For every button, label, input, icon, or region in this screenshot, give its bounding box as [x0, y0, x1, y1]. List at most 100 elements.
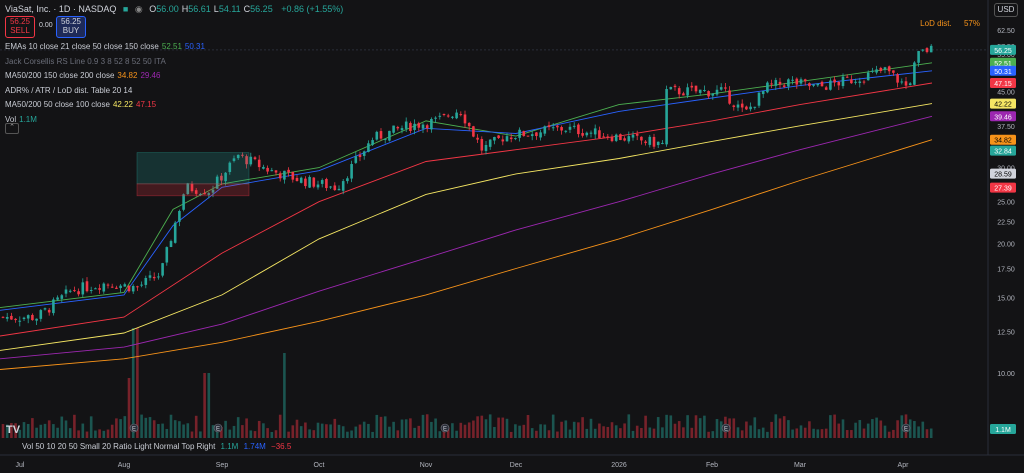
candle [917, 50, 920, 67]
volume-bar [182, 424, 185, 438]
candle [694, 85, 698, 94]
volume-bar [833, 414, 836, 438]
candle [354, 152, 358, 164]
candle [904, 76, 908, 90]
candle [892, 70, 895, 76]
candle [421, 123, 425, 134]
volume-bar [409, 418, 412, 438]
candle [757, 92, 761, 108]
candle [850, 75, 853, 84]
volume-bar [556, 431, 559, 438]
candle [602, 132, 605, 138]
volume-bar [232, 425, 236, 438]
volume-bar [845, 430, 849, 438]
candle [761, 90, 765, 98]
candle [766, 81, 769, 94]
sell-label: SELL [10, 26, 30, 35]
candle [312, 177, 316, 189]
earnings-marker[interactable]: E [440, 423, 450, 433]
candle [560, 125, 563, 135]
indicator-row[interactable]: Vol 1.1M [5, 115, 37, 124]
candle [782, 83, 786, 89]
candle [245, 154, 248, 169]
volume-bar [14, 423, 17, 438]
collapse-legend-button[interactable]: ⌃ [5, 123, 19, 134]
volume-bar [770, 421, 773, 438]
volume-bar [241, 425, 244, 438]
volume-bar [505, 418, 509, 438]
earnings-marker[interactable]: E [213, 423, 223, 433]
candle [614, 133, 618, 143]
svg-text:32.84: 32.84 [994, 149, 1012, 156]
candle [841, 73, 845, 89]
volume-bar [803, 427, 807, 438]
eye-icon[interactable]: ◉ [134, 4, 143, 14]
candle [224, 172, 227, 186]
indicator-name: Vol [5, 114, 17, 124]
candle [325, 177, 328, 191]
candle [73, 286, 76, 292]
price-label: 27.39 [990, 182, 1016, 193]
range-box[interactable] [136, 152, 250, 185]
candle [845, 74, 849, 79]
ma50-line [0, 103, 933, 351]
volume-bar [18, 429, 22, 438]
earnings-marker[interactable]: E [721, 423, 731, 433]
volume-bar [249, 430, 253, 438]
currency-selector[interactable]: USD [994, 3, 1018, 17]
volume-bar [341, 426, 345, 438]
volume-bar [236, 417, 240, 438]
indicator-row[interactable]: Jack Corsellis RS Line 0.9 3 8 52 8 52 5… [5, 57, 166, 66]
buy-button[interactable]: 56.25 BUY [56, 16, 86, 38]
volume-bar [543, 424, 547, 438]
volume-bar [661, 427, 664, 438]
volume-bar [787, 420, 790, 438]
candle [89, 286, 93, 294]
svg-text:56.25: 56.25 [994, 48, 1012, 55]
change-value: +0.86 (+1.55%) [281, 4, 344, 14]
candle [589, 130, 593, 138]
candle [703, 85, 706, 92]
candle [1, 316, 5, 319]
candle [472, 125, 475, 138]
candle [329, 186, 332, 190]
indicator-row[interactable]: MA50/200 50 close 100 close 42.22 47.15 [5, 100, 156, 109]
volume-bar [900, 415, 904, 438]
indicator-value: 29.46 [140, 71, 161, 80]
indicator-row[interactable]: MA50/200 150 close 200 close 34.82 29.46 [5, 71, 160, 80]
volume-bar [850, 430, 853, 438]
volume-bar [161, 423, 164, 438]
sell-button[interactable]: 56.25 SELL [5, 16, 35, 38]
indicator-row[interactable]: EMAs 10 close 21 close 50 close 150 clos… [5, 42, 205, 51]
volume-bar [887, 431, 891, 438]
candle [875, 65, 878, 75]
volume-bar [593, 428, 597, 438]
candle [887, 65, 891, 75]
candle [547, 121, 551, 131]
ohlc-h: H56.61 [181, 4, 211, 14]
volume-bar [589, 418, 593, 438]
volume-bar [766, 431, 769, 438]
indicator-row[interactable]: ADR% / ATR / LoD dist. Table 20 14 [5, 86, 132, 95]
volume-bar [278, 414, 282, 438]
candle [669, 86, 673, 90]
price-tick-label: 20.00 [997, 241, 1015, 248]
candle [711, 93, 715, 100]
earnings-marker[interactable]: E [129, 423, 139, 433]
candle [921, 48, 925, 52]
candle [795, 77, 799, 89]
volume-bar [392, 421, 395, 438]
candle [656, 141, 660, 149]
volume-bar [896, 420, 899, 438]
range-box-lower[interactable] [136, 183, 250, 197]
candle [665, 85, 668, 147]
candle [43, 307, 47, 311]
volume-bar [535, 430, 538, 438]
tradingview-logo[interactable]: TV [6, 424, 21, 436]
volume-bar [98, 429, 101, 438]
candle [257, 155, 261, 171]
earnings-marker[interactable]: E [901, 423, 911, 433]
symbol-title[interactable]: ViaSat, Inc. · 1D · NASDAQ [5, 4, 117, 14]
volume-bar [656, 417, 660, 438]
